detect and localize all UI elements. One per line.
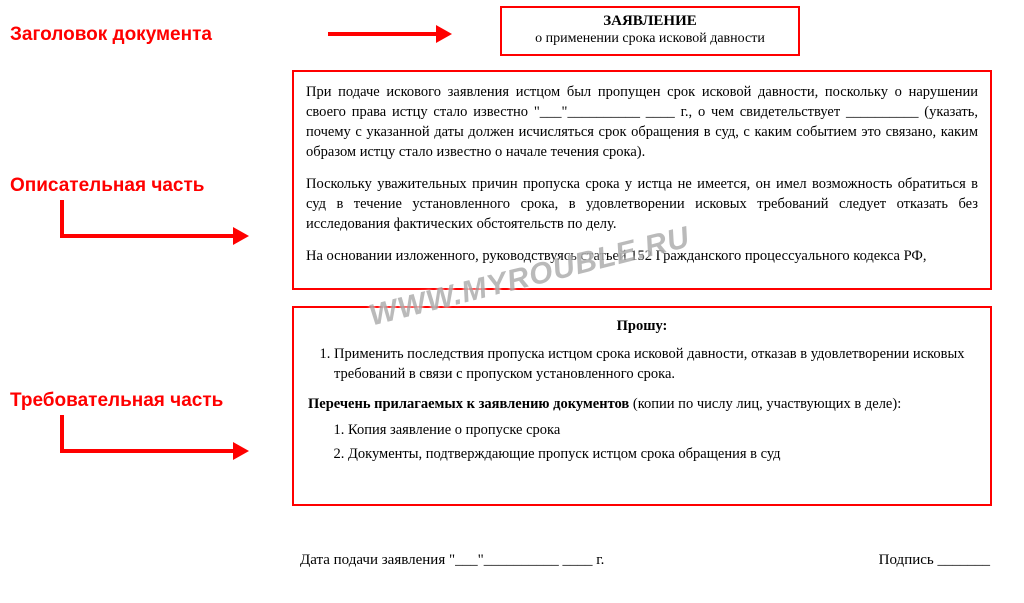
footer-sign: Подпись _______ xyxy=(879,552,990,569)
attach-list: Копия заявление о пропуске срока Докумен… xyxy=(348,421,976,464)
attach-item-1: Копия заявление о пропуске срока xyxy=(348,421,976,441)
attach-title-bold: Перечень прилагаемых к заявлению докумен… xyxy=(308,396,629,412)
attach-title-rest: (копии по числу лиц, участвующих в деле)… xyxy=(629,396,901,412)
footer-row: Дата подачи заявления "___"__________ __… xyxy=(300,552,990,569)
label-demand: Требовательная часть xyxy=(10,390,223,412)
title-box: ЗАЯВЛЕНИЕ о применении срока исковой дав… xyxy=(500,6,800,56)
footer-date: Дата подачи заявления "___"__________ __… xyxy=(300,552,604,569)
title-line2: о применении срока исковой давности xyxy=(502,31,798,47)
desc-p1: При подаче искового заявления истцом был… xyxy=(306,82,978,162)
arrow-header-icon xyxy=(328,32,438,36)
attach-item-2: Документы, подтверждающие пропуск истцом… xyxy=(348,445,976,465)
title-line1: ЗАЯВЛЕНИЕ xyxy=(502,13,798,30)
descriptive-box: При подаче искового заявления истцом был… xyxy=(292,70,992,290)
desc-p3: На основании изложенного, руководствуясь… xyxy=(306,246,978,266)
request-heading: Прошу: xyxy=(308,318,976,335)
request-item-1: Применить последствия пропуска истцом ср… xyxy=(334,345,976,384)
attach-title: Перечень прилагаемых к заявлению докумен… xyxy=(308,396,976,413)
request-list: Применить последствия пропуска истцом ср… xyxy=(334,345,976,384)
desc-p2: Поскольку уважительных причин пропуска с… xyxy=(306,174,978,234)
request-box: Прошу: Применить последствия пропуска ис… xyxy=(292,306,992,506)
label-header: Заголовок документа xyxy=(10,24,212,46)
label-descriptive: Описательная часть xyxy=(10,175,204,197)
